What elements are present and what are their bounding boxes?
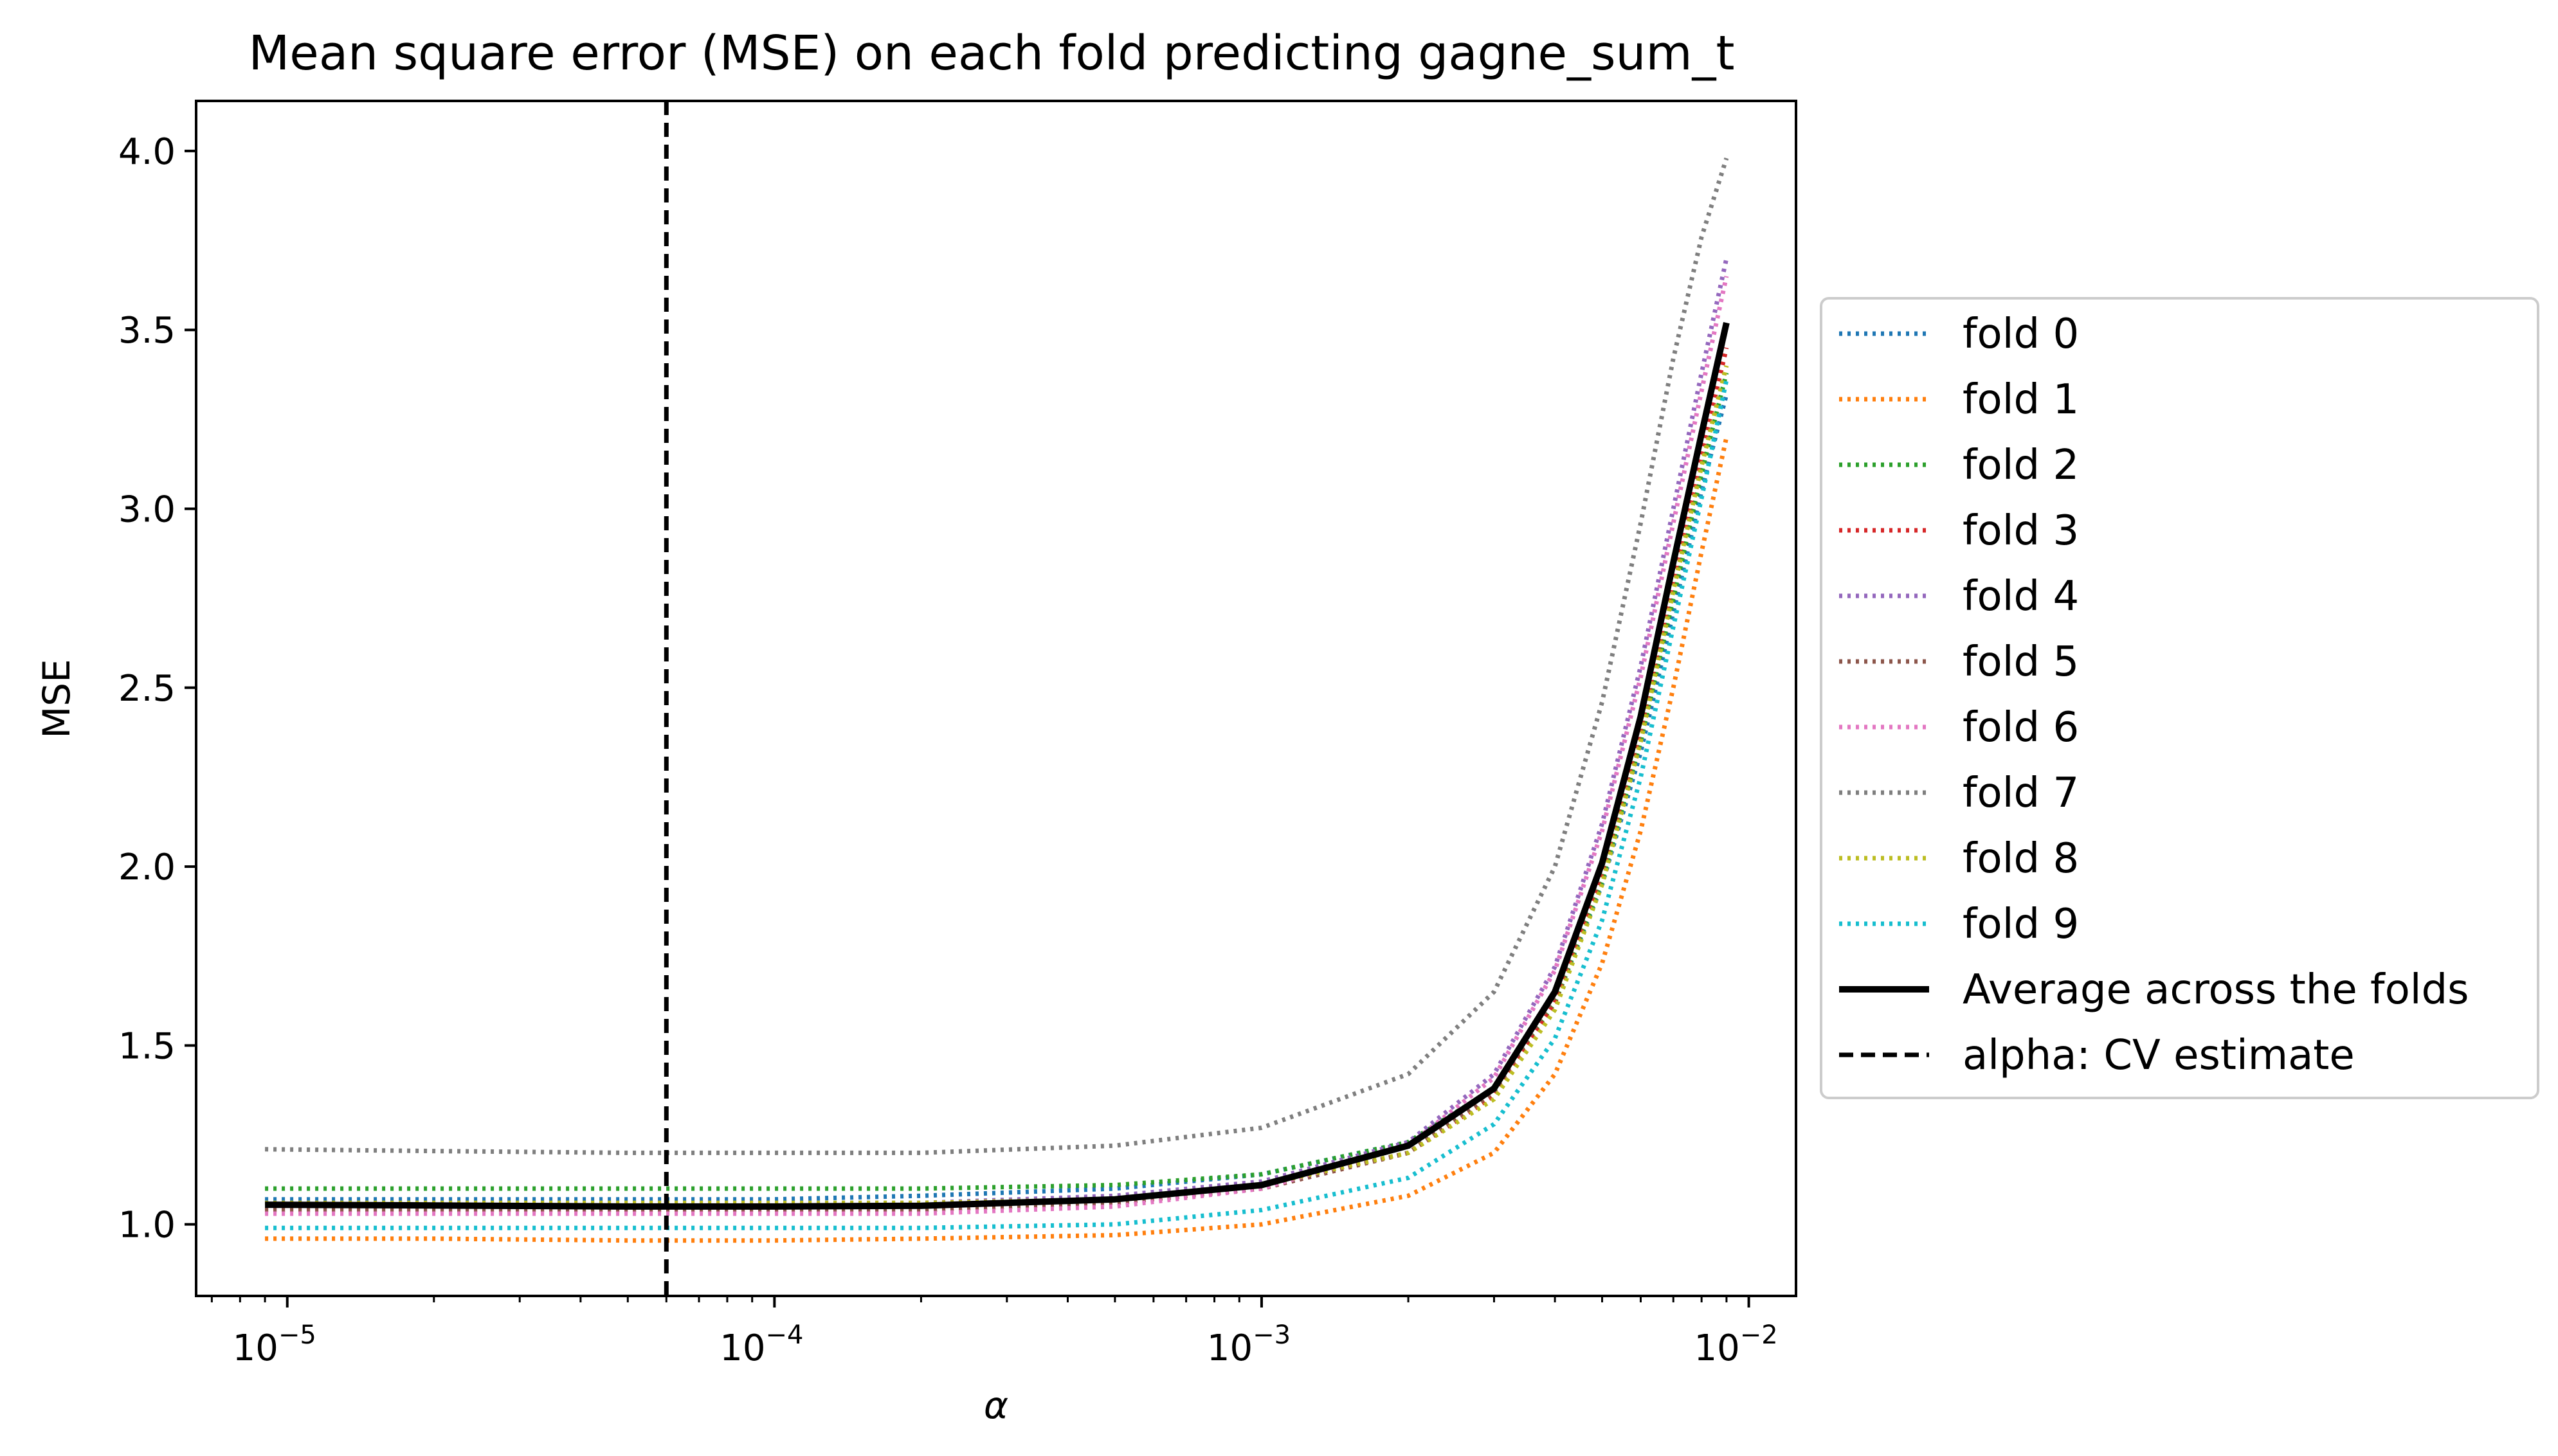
series-line-1 [265,436,1729,1243]
y-axis: 1.0 1.5 2.0 2.5 3.0 3.5 4.0 [118,131,196,1246]
x-tick-label-0: 10−5 [233,1320,316,1369]
legend-label-6: fold 6 [1963,704,2079,751]
series-line-6 [265,275,1729,1216]
legend-label-0: fold 0 [1963,310,2079,358]
x-axis: 10−5 10−4 10−3 10−2 [210,1296,1778,1369]
series-line-10 [265,322,1730,1210]
y-tick-label-5: 3.5 [118,310,176,352]
legend-label-1: fold 1 [1963,376,2079,424]
y-tick-label-0: 1.0 [118,1205,176,1246]
x-tick-label-3: 10−2 [1694,1320,1777,1369]
legend-box [1820,297,2539,1099]
legend-label-5: fold 5 [1963,638,2079,686]
legend-label-9: fold 9 [1963,901,2079,948]
series-line-5 [265,322,1729,1212]
x-tick-label-2: 10−3 [1207,1320,1291,1369]
y-tick-label-6: 4.0 [118,131,176,173]
legend: fold 0 fold 1 fold 2 fold 3 fold 4 fold 5 fold… [1820,297,2539,1099]
series-line-9 [265,379,1729,1230]
legend-label-4: fold 4 [1963,573,2079,620]
legend-label-7: fold 7 [1963,769,2079,817]
y-axis-label: MSE [35,659,78,739]
x-axis-label: α [984,1383,1008,1427]
series-line-4 [265,258,1729,1205]
y-tick-label-2: 2.0 [118,847,176,888]
plot-area [265,101,1730,1296]
legend-label-10: Average across the folds [1963,966,2469,1014]
chart-title: Mean square error (MSE) on each fold pre… [248,26,1734,81]
legend-label-3: fold 3 [1963,507,2079,555]
x-tick-label-1: 10−4 [720,1320,803,1369]
legend-label-8: fold 8 [1963,835,2079,883]
series-line-8 [265,365,1729,1205]
axes-frame [195,100,1797,1297]
y-tick-label-1: 1.5 [118,1025,176,1067]
y-tick-label-3: 2.5 [118,668,176,710]
y-tick-label-4: 3.0 [118,489,176,531]
legend-label-11: alpha: CV estimate [1963,1032,2355,1079]
series-line-7 [265,157,1729,1155]
legend-label-2: fold 2 [1963,442,2079,489]
